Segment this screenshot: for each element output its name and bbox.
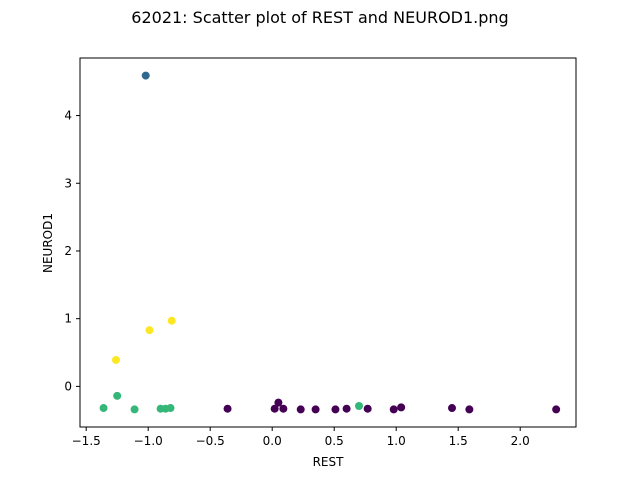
chart-title: 62021: Scatter plot of REST and NEUROD1.… xyxy=(131,8,509,27)
y-tick-label: 1 xyxy=(64,312,72,326)
scatter-point xyxy=(552,405,561,414)
plot-area-frame xyxy=(79,57,577,428)
scatter-point xyxy=(274,398,283,407)
x-tick-label: 0.5 xyxy=(325,434,344,448)
scatter-point xyxy=(111,355,120,364)
x-tick-label: 0.0 xyxy=(263,434,282,448)
scatter-point xyxy=(448,404,456,413)
scatter-point xyxy=(342,404,351,413)
y-tick-label: 0 xyxy=(64,379,72,393)
scatter-point xyxy=(311,405,320,414)
scatter-point xyxy=(363,404,372,413)
scatter-point xyxy=(99,404,108,413)
y-tick-label: 3 xyxy=(64,176,72,190)
scatter-point xyxy=(296,405,305,414)
scatter-point xyxy=(355,402,363,411)
scatter-point xyxy=(389,405,398,414)
scatter-point xyxy=(331,405,340,414)
x-tick-label: 1.0 xyxy=(387,434,406,448)
x-tick-label: 2.0 xyxy=(511,434,530,448)
scatter-point xyxy=(141,71,150,80)
x-axis-label: REST xyxy=(312,455,344,469)
scatter-point xyxy=(145,326,154,335)
x-tick-label: 1.5 xyxy=(449,434,468,448)
y-tick-label: 2 xyxy=(64,244,72,258)
x-tick-label: −0.5 xyxy=(196,434,225,448)
scatter-point xyxy=(167,316,176,325)
scatter-point xyxy=(279,404,288,413)
x-tick-label: −1.0 xyxy=(134,434,163,448)
y-axis-label: NEUROD1 xyxy=(41,213,55,273)
scatter-point xyxy=(166,404,175,413)
scatter-point xyxy=(223,404,232,413)
scatter-point xyxy=(113,391,122,400)
scatter-point xyxy=(397,403,406,412)
scatter-point xyxy=(270,404,279,413)
scatter-point xyxy=(130,405,139,414)
y-tick-label: 4 xyxy=(64,109,72,123)
x-tick-label: −1.5 xyxy=(72,434,101,448)
scatter-point xyxy=(465,405,474,414)
